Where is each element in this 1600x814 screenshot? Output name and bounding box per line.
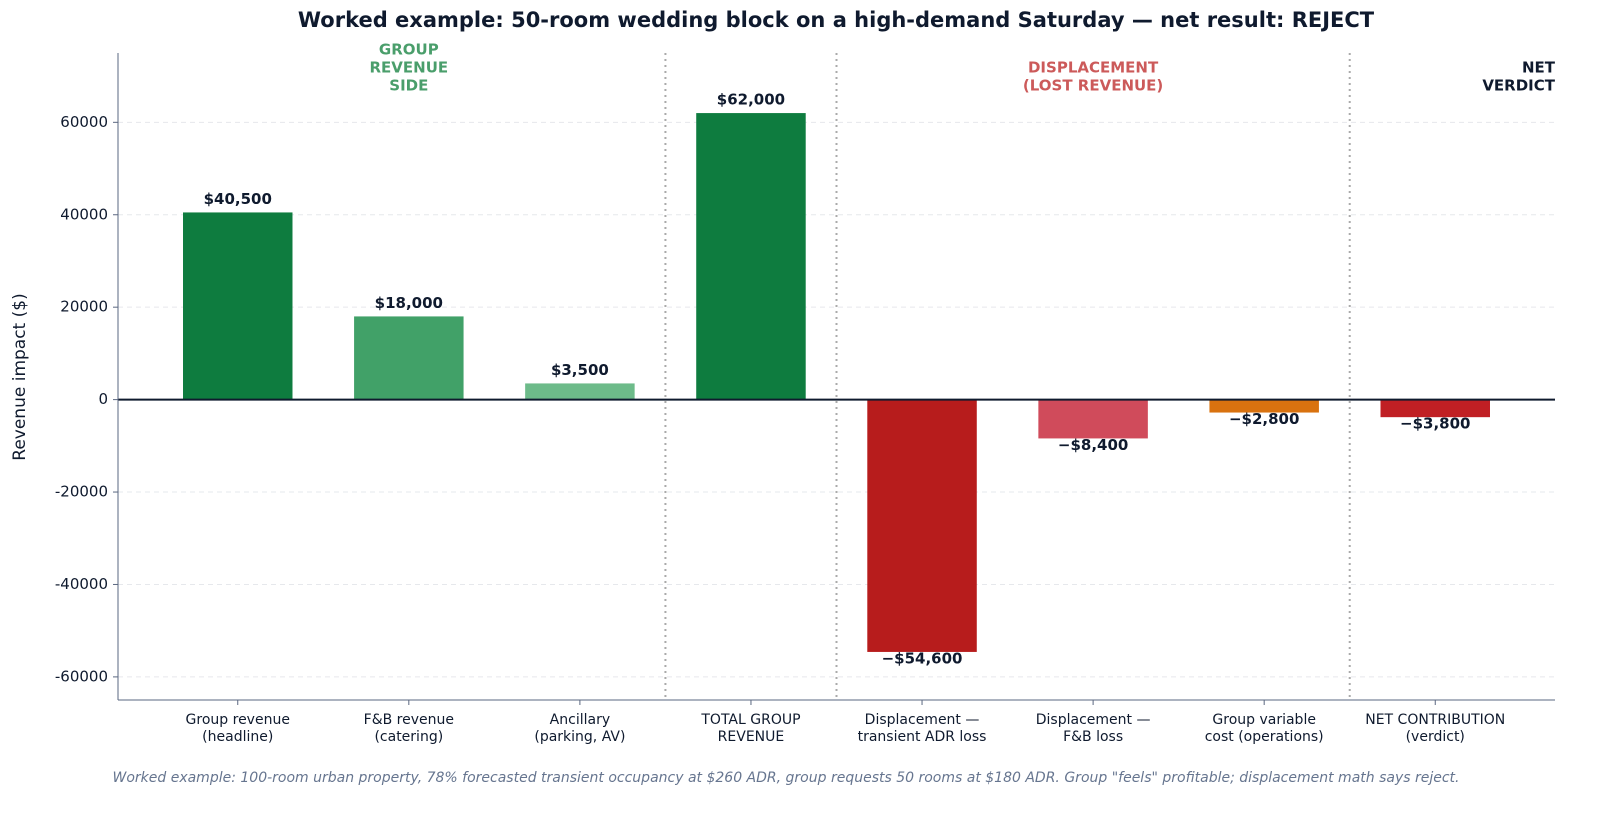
value-label: $3,500	[551, 361, 609, 379]
section-annotation: DISPLACEMENT	[1028, 59, 1159, 77]
x-tick-label: Group variable	[1212, 712, 1316, 728]
bar	[1380, 399, 1490, 418]
section-annotation: REVENUE	[370, 59, 449, 77]
bar	[525, 383, 635, 400]
y-tick-label: 20000	[60, 298, 108, 316]
chart-title: Worked example: 50-room wedding block on…	[298, 8, 1375, 32]
y-tick-label: -60000	[55, 667, 108, 685]
x-tick-label: (catering)	[374, 729, 443, 745]
bar	[867, 399, 977, 652]
section-annotation: NET	[1522, 59, 1556, 77]
section-annotation: (LOST REVENUE)	[1023, 77, 1163, 95]
value-label: $62,000	[717, 91, 785, 109]
x-tick-label: TOTAL GROUP	[700, 712, 800, 728]
y-tick-label: -20000	[55, 483, 108, 501]
value-label: −$3,800	[1400, 415, 1470, 433]
value-label: −$2,800	[1229, 410, 1299, 428]
x-tick-label: Displacement —	[865, 712, 980, 728]
x-tick-label: (headline)	[202, 729, 273, 745]
x-tick-label: REVENUE	[718, 729, 785, 745]
bar	[1209, 399, 1319, 413]
section-annotation: SIDE	[389, 77, 428, 95]
y-tick-label: 0	[98, 390, 108, 408]
bar	[183, 212, 293, 400]
x-tick-label: NET CONTRIBUTION	[1365, 712, 1505, 728]
section-annotation: GROUP	[379, 41, 439, 59]
y-axis-label: Revenue impact ($)	[10, 293, 30, 460]
x-tick-label: (parking, AV)	[534, 729, 625, 745]
x-tick-label: F&B revenue	[364, 712, 454, 728]
bar	[354, 316, 464, 400]
x-tick-label: F&B loss	[1063, 729, 1123, 745]
x-tick-label: Group revenue	[186, 712, 290, 728]
bar	[1038, 399, 1148, 439]
section-annotation: VERDICT	[1482, 77, 1555, 95]
x-tick-label: Ancillary	[550, 712, 610, 728]
value-label: −$54,600	[882, 649, 963, 667]
y-tick-label: -40000	[55, 575, 108, 593]
y-tick-label: 60000	[60, 113, 108, 131]
value-label: −$8,400	[1058, 436, 1128, 454]
x-tick-label: (verdict)	[1406, 729, 1465, 745]
footnote: Worked example: 100-room urban property,…	[112, 770, 1459, 786]
y-tick-label: 40000	[60, 205, 108, 223]
x-tick-label: cost (operations)	[1205, 729, 1324, 745]
value-label: $18,000	[375, 294, 443, 312]
x-tick-label: Displacement —	[1036, 712, 1151, 728]
value-label: $40,500	[204, 190, 272, 208]
x-tick-label: transient ADR loss	[858, 729, 987, 745]
bar	[696, 113, 806, 400]
